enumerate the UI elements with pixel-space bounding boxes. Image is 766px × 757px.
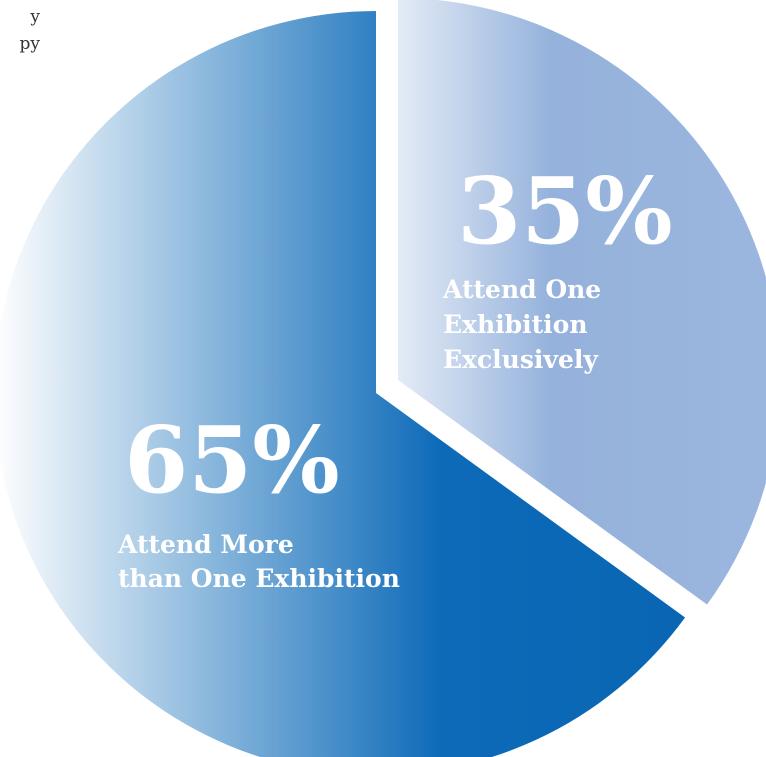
- clipped-text-line-2: py: [19, 34, 41, 54]
- pie-label-minor-line-3: Exclusively: [443, 345, 599, 374]
- pie-label-percent-minor: 35%: [457, 157, 672, 265]
- pie-label-minor-line-1: Attend One: [442, 275, 601, 304]
- pie-label-major-line-1: Attend More: [117, 530, 294, 559]
- clipped-text-line-1: y: [30, 7, 40, 27]
- clipped-text-fragment: y py: [0, 4, 41, 58]
- pie-slice-attend-one-exclusively: [398, 0, 766, 605]
- pie-label-percent-major: 65%: [124, 406, 339, 514]
- pie-slice-attend-more-than-one: [0, 11, 686, 757]
- pie-label-major-line-2: than One Exhibition: [118, 564, 400, 593]
- pie-label-minor-line-2: Exhibition: [443, 310, 588, 339]
